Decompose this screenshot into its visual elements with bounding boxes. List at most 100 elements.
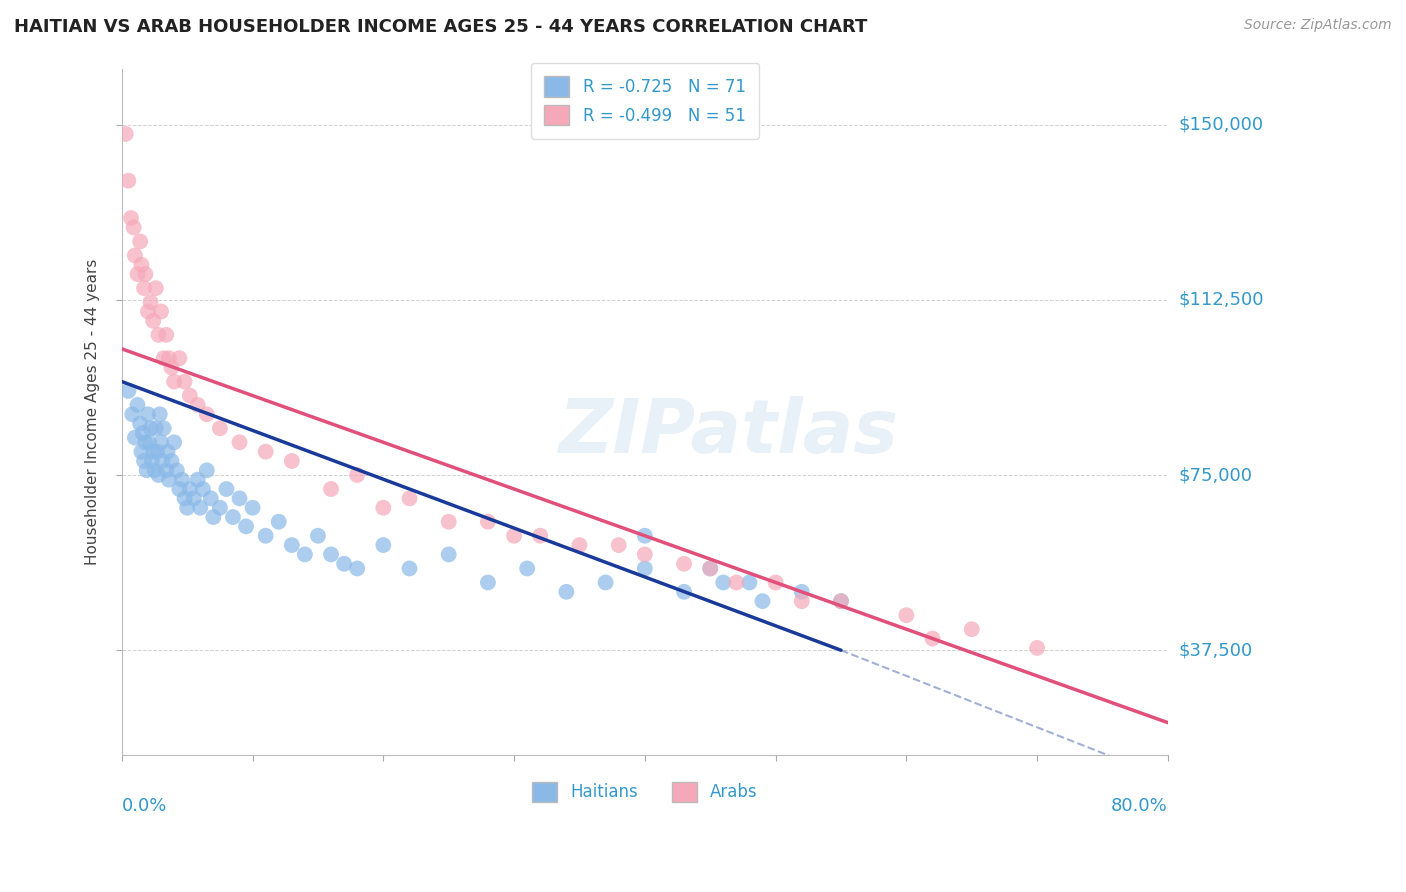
Point xyxy=(179,388,201,402)
Point xyxy=(711,575,734,590)
Point xyxy=(135,463,157,477)
Point xyxy=(346,468,368,483)
Text: $75,000: $75,000 xyxy=(1180,466,1253,484)
Text: $112,500: $112,500 xyxy=(1180,291,1264,309)
Point xyxy=(281,538,304,552)
Text: 80.0%: 80.0% xyxy=(1111,797,1168,814)
Point xyxy=(163,435,186,450)
Point xyxy=(169,482,191,496)
Point xyxy=(699,561,721,575)
Point xyxy=(188,500,211,515)
Point xyxy=(129,417,152,431)
Point xyxy=(202,510,225,524)
Point xyxy=(595,575,617,590)
Point xyxy=(131,258,153,272)
Point xyxy=(150,454,173,468)
Point xyxy=(673,584,696,599)
Point xyxy=(398,491,420,506)
Text: HAITIAN VS ARAB HOUSEHOLDER INCOME AGES 25 - 44 YEARS CORRELATION CHART: HAITIAN VS ARAB HOUSEHOLDER INCOME AGES … xyxy=(14,18,868,36)
Point xyxy=(155,327,177,342)
Point xyxy=(136,304,159,318)
Point xyxy=(173,491,195,506)
Text: ZIPatlas: ZIPatlas xyxy=(558,396,898,469)
Point xyxy=(1026,640,1049,655)
Point xyxy=(114,127,136,141)
Point xyxy=(141,454,163,468)
Point xyxy=(699,561,721,575)
Point xyxy=(170,473,193,487)
Point xyxy=(725,575,748,590)
Point xyxy=(738,575,761,590)
Point xyxy=(139,421,162,435)
Point xyxy=(751,594,773,608)
Point xyxy=(146,444,169,458)
Point xyxy=(187,473,209,487)
Point xyxy=(169,351,191,366)
Point xyxy=(143,463,166,477)
Point xyxy=(136,407,159,421)
Point xyxy=(242,500,264,515)
Point xyxy=(254,444,277,458)
Point xyxy=(145,421,167,435)
Point xyxy=(307,529,329,543)
Point xyxy=(281,454,304,468)
Point xyxy=(134,267,156,281)
Point xyxy=(319,548,342,562)
Point xyxy=(921,632,943,646)
Point xyxy=(122,220,145,235)
Point xyxy=(503,529,526,543)
Point xyxy=(155,463,177,477)
Point xyxy=(222,510,245,524)
Point xyxy=(132,281,155,295)
Point xyxy=(145,281,167,295)
Point xyxy=(139,295,162,310)
Point xyxy=(790,594,813,608)
Text: $150,000: $150,000 xyxy=(1180,116,1264,134)
Point xyxy=(160,454,183,468)
Point xyxy=(187,398,209,412)
Point xyxy=(516,561,538,575)
Point xyxy=(142,444,165,458)
Point xyxy=(129,235,152,249)
Point xyxy=(148,468,170,483)
Point xyxy=(157,351,180,366)
Point xyxy=(634,548,657,562)
Point xyxy=(607,538,630,552)
Point xyxy=(124,431,146,445)
Point xyxy=(183,491,205,506)
Point xyxy=(477,575,499,590)
Point xyxy=(138,435,160,450)
Point xyxy=(555,584,578,599)
Point xyxy=(294,548,316,562)
Point xyxy=(267,515,290,529)
Point xyxy=(121,407,143,421)
Point xyxy=(173,375,195,389)
Point xyxy=(437,548,460,562)
Point xyxy=(477,515,499,529)
Point xyxy=(790,584,813,599)
Point xyxy=(134,435,156,450)
Point xyxy=(235,519,257,533)
Point xyxy=(166,463,188,477)
Point xyxy=(157,473,180,487)
Point xyxy=(398,561,420,575)
Text: 0.0%: 0.0% xyxy=(122,797,167,814)
Point xyxy=(830,594,852,608)
Point xyxy=(765,575,787,590)
Point xyxy=(179,482,201,496)
Point xyxy=(148,327,170,342)
Point xyxy=(160,360,183,375)
Point xyxy=(127,398,149,412)
Point xyxy=(191,482,214,496)
Point xyxy=(896,608,918,623)
Point xyxy=(132,425,155,440)
Point xyxy=(152,421,174,435)
Point xyxy=(150,435,173,450)
Point xyxy=(634,561,657,575)
Point xyxy=(124,248,146,262)
Point xyxy=(117,384,139,398)
Point xyxy=(960,622,983,636)
Point xyxy=(346,561,368,575)
Point xyxy=(373,538,395,552)
Point xyxy=(830,594,852,608)
